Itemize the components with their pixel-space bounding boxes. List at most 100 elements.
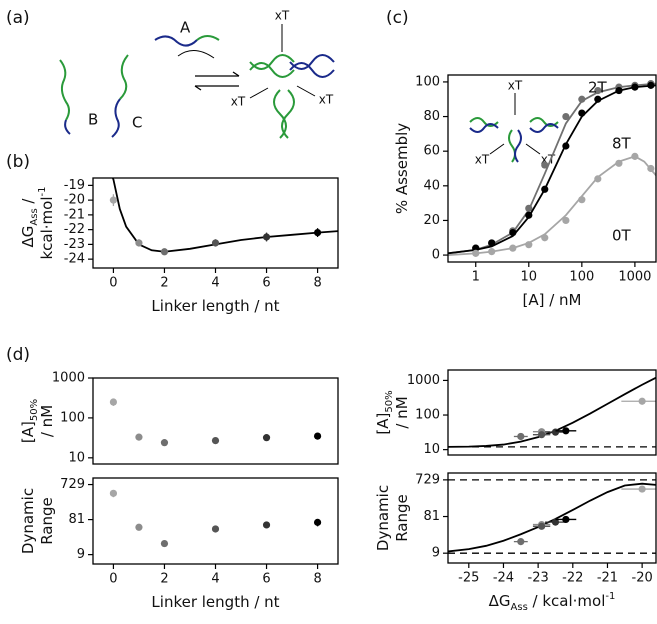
x-tick-label: -25 [458,571,479,586]
y-tick-label: -21 [64,207,85,222]
data-point [109,489,118,497]
label-part: Linker length / nt [151,593,279,611]
plot-area [109,489,322,548]
data-point [135,523,143,531]
strand [154,35,198,47]
helix [289,54,335,78]
plot-area [448,376,656,448]
data-point [517,432,525,441]
y-tick-label: -24 [64,252,85,267]
x-tick-label: 0 [109,276,117,291]
fit-curve [448,482,656,553]
label-part: Dynamic [374,485,392,551]
panel-label: (d) [6,345,30,365]
label-part: [A] / nM [522,291,581,309]
data-point [509,244,517,252]
data-point [562,515,570,524]
strand-label: B [88,111,98,129]
equilibrium-arrows [195,75,239,87]
label-part: Ass [511,602,528,613]
panel-label: (c) [386,8,409,28]
label-part: ΔG [489,592,511,610]
inset-helix [469,123,559,163]
data-point [578,95,586,103]
y-tick-label: 10 [423,442,440,457]
strand [64,119,71,135]
data-point [509,228,517,237]
label-part: Linker length / nt [151,297,279,315]
y-tick-label: 100 [415,74,440,89]
data-point [109,398,118,406]
plot-area [109,398,322,447]
frame [447,369,657,456]
y-axis-label: Range [38,497,56,545]
y-axis-label: / nM [393,396,411,428]
data-point [594,175,602,183]
y-axis-label: Range [393,494,411,542]
x-tick-label: 1000 [618,270,651,285]
data-point [578,196,586,204]
y-axis-label: % Assembly [393,123,411,214]
label-part: -1 [605,591,615,602]
y-tick-label: 80 [423,109,440,124]
y-axis-label: [A]50% [374,390,395,434]
y-tick-label: -22 [64,222,85,237]
y-axis-label: / nM [38,405,56,437]
x-tick-label: 0 [109,572,117,587]
data-point [313,228,322,237]
data-point [525,241,533,249]
x-axis-label: [A] / nM [522,291,581,309]
panel-label: (b) [6,152,30,172]
label-part: / nM [393,396,411,428]
data-point [211,239,220,247]
label-part: -1 [37,186,48,196]
x-tick-label: 1 [472,270,480,285]
x-tick-label: 8 [313,572,321,587]
data-point [160,439,169,447]
data-point [211,525,220,533]
series-label: 8T [612,135,632,153]
y-tick-label: 81 [68,512,85,527]
data-point [109,196,118,204]
panel-label: (a) [6,8,30,28]
frame [447,472,657,564]
x-tick-label: 2 [160,276,168,291]
strand-label: A [180,19,191,37]
data-point [562,216,570,225]
y-tick-label: 10 [68,450,85,465]
label-part: kcal·mol [38,196,56,259]
label-part: Range [38,497,56,545]
data-point [594,86,602,95]
label-part: 50% [384,390,395,412]
data-point [160,248,169,256]
strand [196,35,220,41]
series-label: 2T [588,79,608,97]
data-point [135,433,143,441]
inset-label: xT [475,153,490,167]
modification-label: xT [319,93,334,107]
data-point [638,485,646,493]
data-point [647,164,655,173]
modification-label: xT [275,9,290,23]
data-point [562,427,570,435]
data-point [517,538,525,546]
label-part: 50% [29,399,40,421]
x-tick-label: -24 [493,571,514,586]
frame [447,74,657,263]
y-tick-label: 9 [432,546,440,561]
data-point [578,109,586,117]
data-point [313,518,322,526]
data-point [541,161,549,169]
x-tick-label: -23 [528,571,549,586]
data-point [262,233,271,241]
y-tick-label: 100 [415,408,440,423]
data-point [647,81,655,89]
x-tick-label: 100 [569,270,594,285]
modification-label: xT [231,95,246,109]
data-point [472,249,480,257]
label-part: ΔG [19,226,37,248]
data-point [541,185,549,193]
data-point [472,244,480,252]
data-point [615,86,623,95]
